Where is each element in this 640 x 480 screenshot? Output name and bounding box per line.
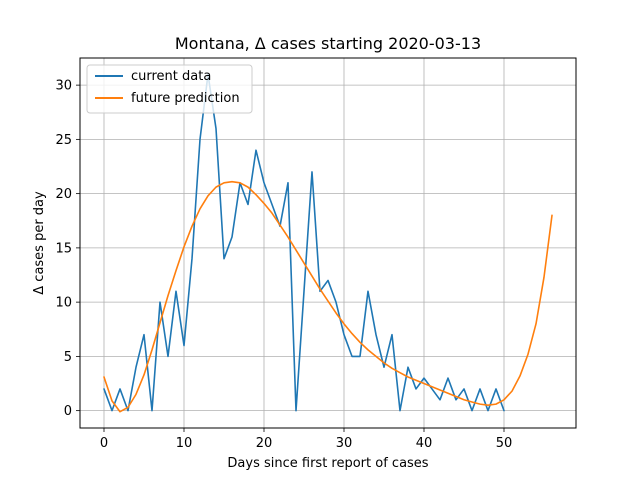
y-tick-label: 10	[55, 296, 72, 311]
legend: current data future prediction	[86, 64, 253, 114]
series-layer	[103, 73, 553, 413]
legend-label-future-prediction: future prediction	[131, 91, 240, 106]
series-line-current-data	[103, 73, 505, 412]
y-axis: 0 5 10 15 20 25 30	[55, 79, 80, 419]
grid-layer	[80, 58, 576, 428]
x-tick-label: 0	[100, 436, 108, 451]
y-tick-label: 30	[55, 79, 72, 94]
x-tick-label: 20	[256, 436, 273, 451]
plot-frame	[79, 57, 577, 429]
y-tick-label: 15	[55, 241, 72, 256]
y-axis-label: Δ cases per day	[32, 191, 47, 295]
legend-label-current-data: current data	[131, 69, 211, 84]
y-tick-label: 25	[55, 133, 72, 148]
x-tick-label: 40	[416, 436, 433, 451]
y-tick-label: 20	[55, 187, 72, 202]
x-axis: 0 10 20 30 40 50	[100, 428, 512, 451]
y-tick-label: 0	[64, 404, 72, 419]
x-tick-label: 50	[496, 436, 513, 451]
x-tick-label: 10	[176, 436, 193, 451]
series-line-future-prediction	[103, 180, 553, 413]
chart-title: Montana, Δ cases starting 2020-03-13	[175, 34, 481, 53]
legend-box	[86, 64, 253, 114]
y-tick-label: 5	[64, 350, 72, 365]
x-axis-label: Days since first report of cases	[227, 456, 428, 471]
x-tick-label: 30	[336, 436, 353, 451]
